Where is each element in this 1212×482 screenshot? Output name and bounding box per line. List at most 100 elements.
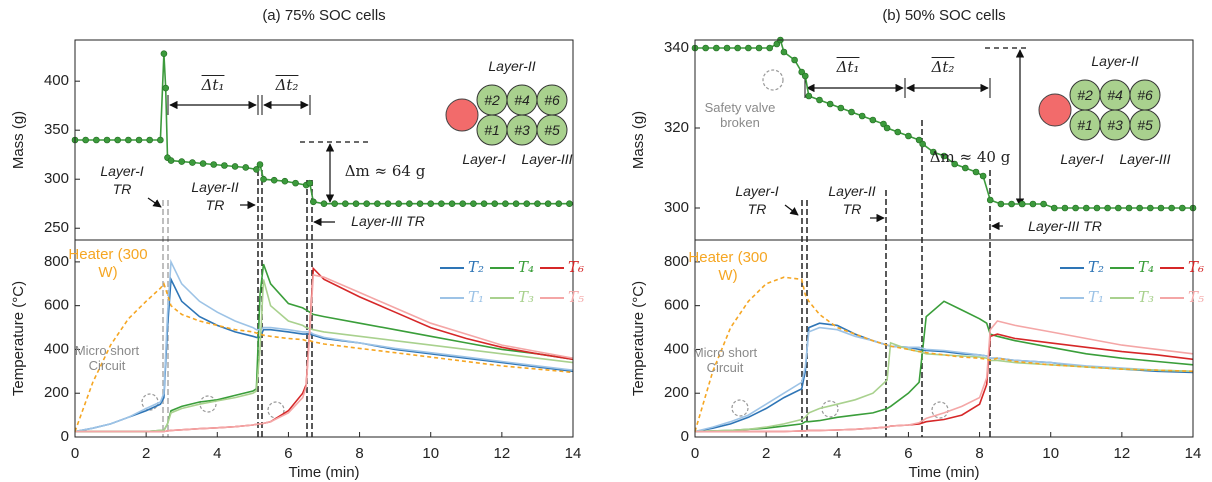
annotation: Δt₁ bbox=[836, 58, 860, 76]
y-axis-label: Mass (g) bbox=[630, 111, 647, 169]
annotation: Micro short Circuit bbox=[692, 345, 758, 375]
data-point bbox=[755, 44, 763, 52]
legend-label: T₂ bbox=[468, 258, 485, 276]
annotation: #6 bbox=[544, 92, 560, 108]
data-point bbox=[93, 136, 100, 144]
highlight-circle bbox=[141, 393, 159, 411]
data-point bbox=[199, 160, 207, 167]
annotation: Layer-III bbox=[1119, 151, 1171, 167]
guide-line bbox=[784, 204, 799, 216]
series-line bbox=[74, 282, 574, 432]
legend-label: T₂ bbox=[1088, 258, 1105, 276]
legend-label: T₄ bbox=[518, 258, 535, 276]
data-point bbox=[352, 200, 360, 208]
legend-label: T₄ bbox=[1138, 258, 1155, 276]
data-point bbox=[979, 172, 987, 180]
legend-label: T₅ bbox=[568, 288, 585, 306]
data-point bbox=[702, 44, 709, 52]
data-point bbox=[962, 164, 969, 172]
data-point bbox=[270, 176, 278, 184]
data-point bbox=[310, 198, 317, 206]
y-tick-label: 600 bbox=[44, 297, 69, 314]
series-line bbox=[74, 258, 574, 433]
data-point bbox=[566, 200, 573, 208]
highlight-circle bbox=[821, 400, 839, 418]
data-point bbox=[791, 56, 798, 64]
annotation: #1 bbox=[484, 122, 500, 138]
x-tick-label: 6 bbox=[904, 445, 912, 462]
highlight-circle bbox=[199, 395, 217, 413]
data-point bbox=[1008, 200, 1015, 208]
data-point bbox=[448, 200, 456, 208]
series-line bbox=[74, 276, 574, 433]
annotation: #2 bbox=[1077, 87, 1093, 103]
annotation: Layer-I bbox=[1060, 151, 1104, 167]
data-point bbox=[869, 116, 877, 124]
x-tick-label: 8 bbox=[355, 445, 363, 462]
x-tick-label: 14 bbox=[1185, 445, 1202, 462]
data-point bbox=[406, 200, 413, 208]
data-point bbox=[114, 136, 121, 144]
annotation: #6 bbox=[1137, 87, 1153, 103]
data-point bbox=[162, 84, 170, 92]
y-tick-label: 200 bbox=[664, 384, 689, 401]
data-point bbox=[103, 136, 111, 144]
data-point bbox=[1115, 204, 1122, 212]
data-point bbox=[459, 200, 467, 208]
data-point bbox=[1029, 200, 1037, 208]
data-point bbox=[780, 48, 788, 56]
data-point bbox=[82, 136, 89, 144]
annotation: Layer-II bbox=[488, 58, 536, 74]
legend-label: T₃ bbox=[518, 288, 535, 306]
data-point bbox=[135, 136, 143, 144]
data-point bbox=[157, 136, 164, 144]
data-point bbox=[306, 179, 314, 187]
data-point bbox=[544, 200, 552, 208]
data-point bbox=[858, 112, 866, 120]
highlight-circle bbox=[762, 69, 784, 91]
x-tick-label: 6 bbox=[284, 445, 292, 462]
annotation: Layer-II TR bbox=[191, 179, 239, 213]
annotation: Δm ≈ 64 g bbox=[344, 162, 426, 180]
data-point bbox=[848, 108, 855, 116]
data-point bbox=[534, 200, 541, 208]
y-tick-label: 300 bbox=[44, 170, 69, 187]
data-point bbox=[512, 200, 520, 208]
series-line bbox=[694, 276, 1194, 432]
data-point bbox=[801, 72, 809, 80]
data-point bbox=[1040, 200, 1047, 208]
data-point bbox=[480, 200, 488, 208]
y-tick-label: 340 bbox=[664, 39, 689, 56]
y-tick-label: 400 bbox=[44, 340, 69, 357]
y-tick-label: 300 bbox=[664, 199, 689, 216]
annotation: #1 bbox=[1077, 117, 1093, 133]
data-point bbox=[189, 159, 196, 166]
data-point bbox=[395, 200, 403, 208]
x-tick-label: 0 bbox=[71, 445, 79, 462]
cell bbox=[445, 98, 479, 132]
y-tick-label: 350 bbox=[44, 121, 69, 138]
data-point bbox=[951, 160, 958, 168]
series-line bbox=[695, 333, 1194, 433]
annotation: #4 bbox=[1107, 87, 1123, 103]
series-line bbox=[695, 320, 1194, 433]
y-tick-label: 0 bbox=[681, 428, 689, 445]
annotation: Layer-I bbox=[462, 151, 506, 167]
x-tick-label: 10 bbox=[1042, 445, 1059, 462]
data-point bbox=[320, 200, 328, 208]
data-point bbox=[125, 136, 132, 144]
series-line bbox=[694, 322, 1194, 433]
data-point bbox=[523, 200, 531, 208]
data-point bbox=[1050, 204, 1058, 212]
y-tick-label: 250 bbox=[44, 219, 69, 236]
series-line bbox=[694, 300, 1194, 433]
data-point bbox=[416, 200, 424, 208]
data-point bbox=[146, 136, 153, 144]
annotation: #4 bbox=[514, 92, 530, 108]
data-point bbox=[1168, 204, 1175, 212]
y-tick-label: 600 bbox=[664, 297, 689, 314]
x-tick-label: 2 bbox=[142, 445, 150, 462]
plot-frame bbox=[694, 239, 1194, 438]
y-tick-label: 400 bbox=[44, 72, 69, 89]
